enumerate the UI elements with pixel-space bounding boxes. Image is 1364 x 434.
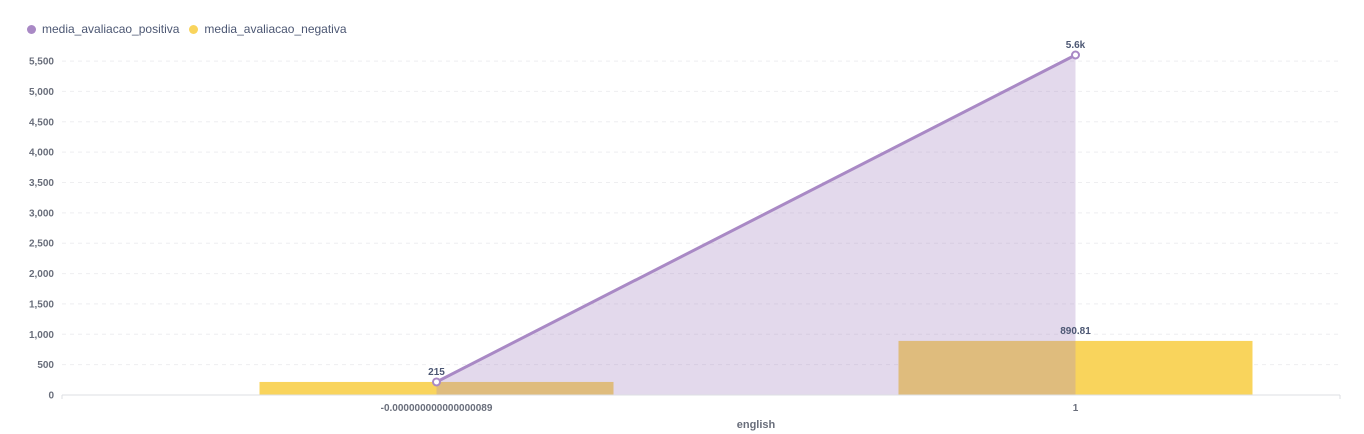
line-positiva <box>435 53 1077 384</box>
x-axis-title: english <box>737 419 776 431</box>
y-tick-label: 2,000 <box>29 269 54 280</box>
y-tick-label: 4,000 <box>29 148 54 159</box>
y-tick-label: 500 <box>37 360 54 371</box>
data-label-positiva: 215 <box>428 367 445 378</box>
x-tick-label: 1 <box>1073 403 1079 414</box>
legend-swatch-negativa <box>189 24 199 34</box>
y-tick-label: 3,500 <box>29 178 54 189</box>
legend-item-positiva[interactable]: media_avaliacao_positiva <box>27 22 179 36</box>
y-tick-label: 4,500 <box>29 117 54 128</box>
area-layer <box>432 50 1080 395</box>
y-tick-label: 5,500 <box>29 57 54 68</box>
data-label-negativa: 890.81 <box>1060 326 1091 337</box>
data-labels: 215 5.6k 890.81 <box>428 40 1091 378</box>
bar-layer <box>259 340 1253 395</box>
area-positiva <box>436 55 1076 395</box>
point-positiva <box>432 377 441 387</box>
y-tick-label: 0 <box>48 391 54 402</box>
y-tick-label: 5,000 <box>29 87 54 98</box>
legend: media_avaliacao_positiva media_avaliacao… <box>27 22 347 36</box>
y-tick-label: 1,500 <box>29 299 54 310</box>
y-tick-label: 2,500 <box>29 239 54 250</box>
x-tick-label: -0.000000000000000089 <box>381 403 493 414</box>
legend-label-positiva: media_avaliacao_positiva <box>42 22 180 36</box>
y-tick-label: 3,000 <box>29 208 54 219</box>
y-axis-ticks: 0 500 1,000 1,500 2,000 2,500 3,000 3,500 4,000 4… <box>29 57 54 402</box>
bar-negativa <box>259 381 614 395</box>
legend-label-negativa: media_avaliacao_negativa <box>204 22 347 36</box>
legend-swatch-positiva <box>27 24 36 34</box>
point-positiva <box>1071 50 1080 60</box>
x-axis: -0.000000000000000089 1 english <box>61 394 1341 431</box>
bar-negativa <box>898 340 1253 395</box>
y-tick-label: 1,000 <box>29 330 54 341</box>
legend-item-negativa[interactable]: media_avaliacao_negativa <box>189 22 347 36</box>
data-label-positiva: 5.6k <box>1066 40 1086 51</box>
